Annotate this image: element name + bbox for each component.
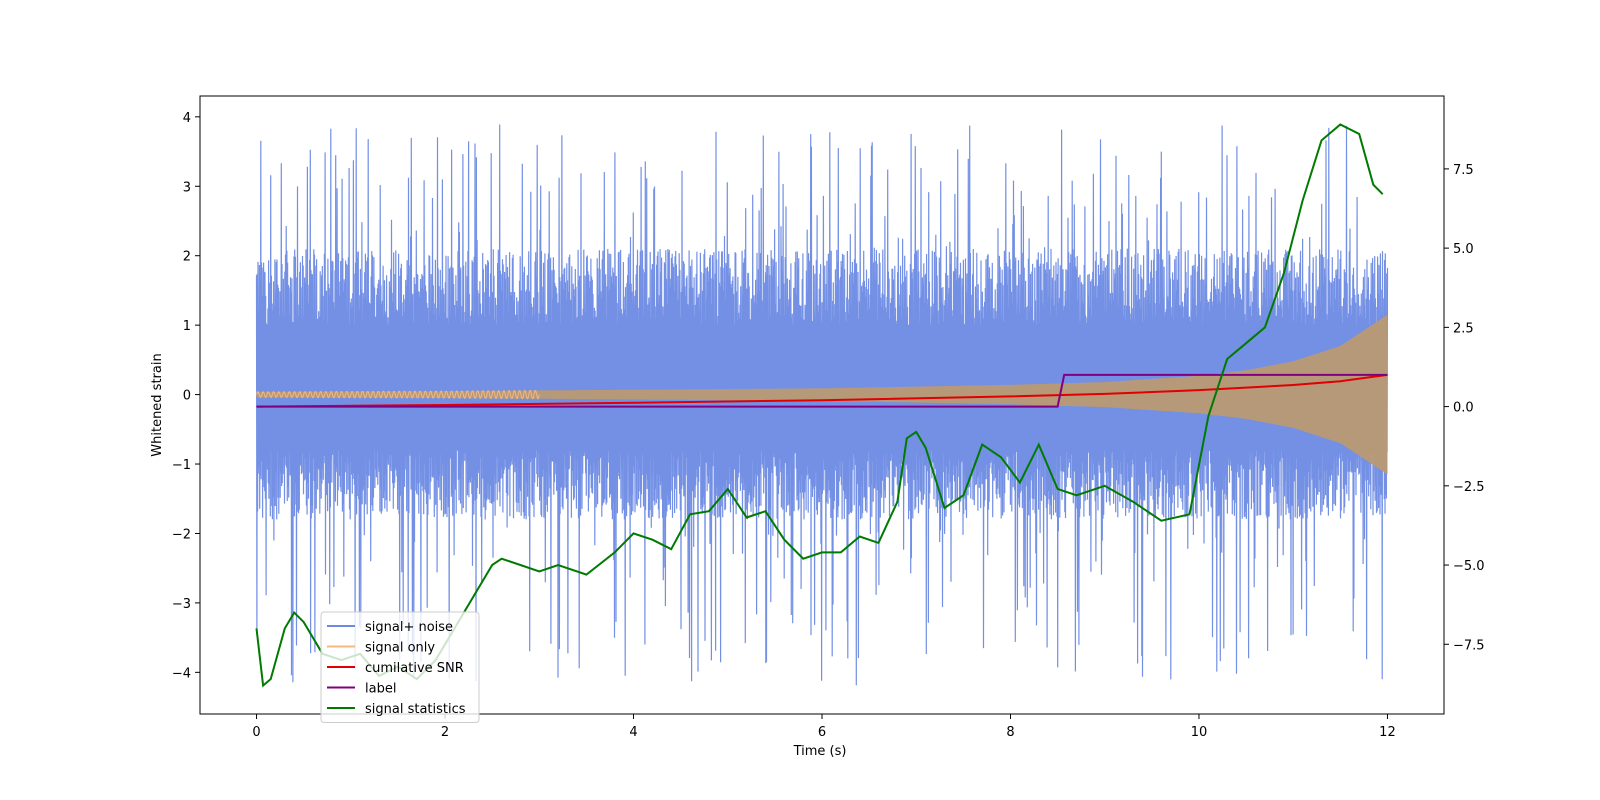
y2-tick-label: 0.0 (1453, 401, 1474, 416)
y2-tick-label: −5.0 (1453, 559, 1485, 574)
legend: signal+ noise signal only cumilative SNR la… (320, 611, 480, 723)
legend-label: label (365, 682, 396, 697)
series-signal-only-envelope (256, 314, 1388, 475)
series-signal-noise (255, 124, 1389, 686)
plot-area (255, 123, 1389, 688)
series-cumulative-snr (256, 373, 1388, 408)
y-tick-label: −4 (172, 666, 191, 681)
legend-label: cumilative SNR (365, 661, 464, 676)
legend-box (320, 611, 480, 723)
y2-tick-label: 2.5 (1453, 321, 1474, 336)
y-tick-label: 4 (183, 111, 191, 126)
legend-label: signal only (365, 641, 435, 656)
x-tick-label: 12 (1379, 725, 1396, 740)
y-tick-label: 1 (183, 319, 191, 334)
x-tick-label: 6 (818, 725, 826, 740)
y-tick-label: −1 (172, 458, 191, 473)
x-tick-label: 2 (441, 725, 449, 740)
y2-tick-label: −7.5 (1453, 638, 1485, 653)
y-tick-label: 2 (183, 250, 191, 265)
legend-label: signal+ noise (365, 620, 453, 635)
axis-ticks: 0 2 4 6 8 10 12−4−3−2−101234−7.5−5.0−2.50.02.5… (172, 111, 1485, 740)
y2-tick-label: −2.5 (1453, 480, 1485, 495)
x-tick-label: 0 (252, 725, 260, 740)
legend-label: signal statistics (365, 702, 466, 717)
y-tick-label: −3 (172, 597, 191, 612)
y-tick-label: −2 (172, 527, 191, 542)
y2-tick-label: 7.5 (1453, 163, 1474, 178)
x-axis-label: Time (s) (793, 744, 847, 759)
y-axis-label: Whitened strain (150, 353, 165, 456)
x-tick-label: 8 (1006, 725, 1014, 740)
x-tick-label: 10 (1191, 725, 1208, 740)
y2-tick-label: 5.0 (1453, 242, 1474, 257)
x-tick-label: 4 (629, 725, 637, 740)
series-label (256, 373, 1388, 408)
y-tick-label: 3 (183, 180, 191, 195)
y-tick-label: 0 (183, 389, 191, 404)
series-signal-only-line (256, 389, 540, 400)
